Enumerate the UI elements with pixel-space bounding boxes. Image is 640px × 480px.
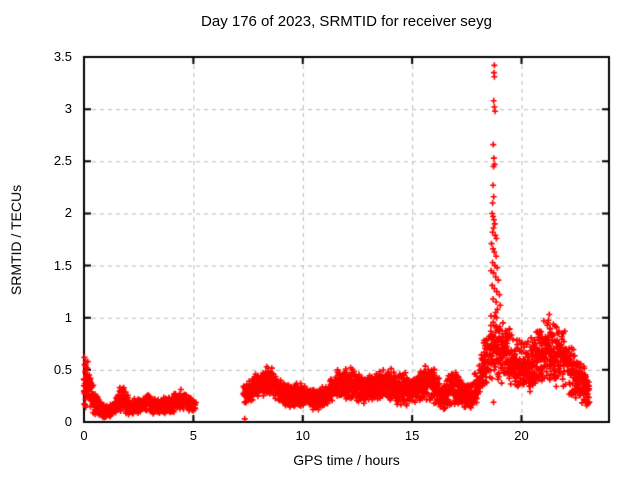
x-axis-title: GPS time / hours	[293, 452, 400, 468]
x-tick-label: 20	[514, 428, 529, 443]
x-tick-label: 15	[404, 428, 420, 443]
x-tick-label: 10	[295, 428, 310, 443]
y-tick-label: 3.5	[53, 49, 72, 64]
x-tick-label: 0	[80, 428, 88, 443]
y-tick-label: 0.5	[53, 361, 72, 377]
y-tick-label: 1	[64, 309, 72, 325]
x-tick-label: 5	[189, 428, 197, 443]
y-tick-label: 3	[64, 101, 72, 117]
y-tick-label: 1.5	[53, 257, 72, 273]
y-tick-label: 2.5	[53, 153, 72, 169]
chart-title: Day 176 of 2023, SRMTID for receiver sey…	[201, 13, 492, 30]
y-axis-title: SRMTID / TECUs	[8, 184, 24, 296]
y-tick-label: 0	[64, 414, 72, 429]
y-tick-label: 2	[64, 205, 72, 221]
